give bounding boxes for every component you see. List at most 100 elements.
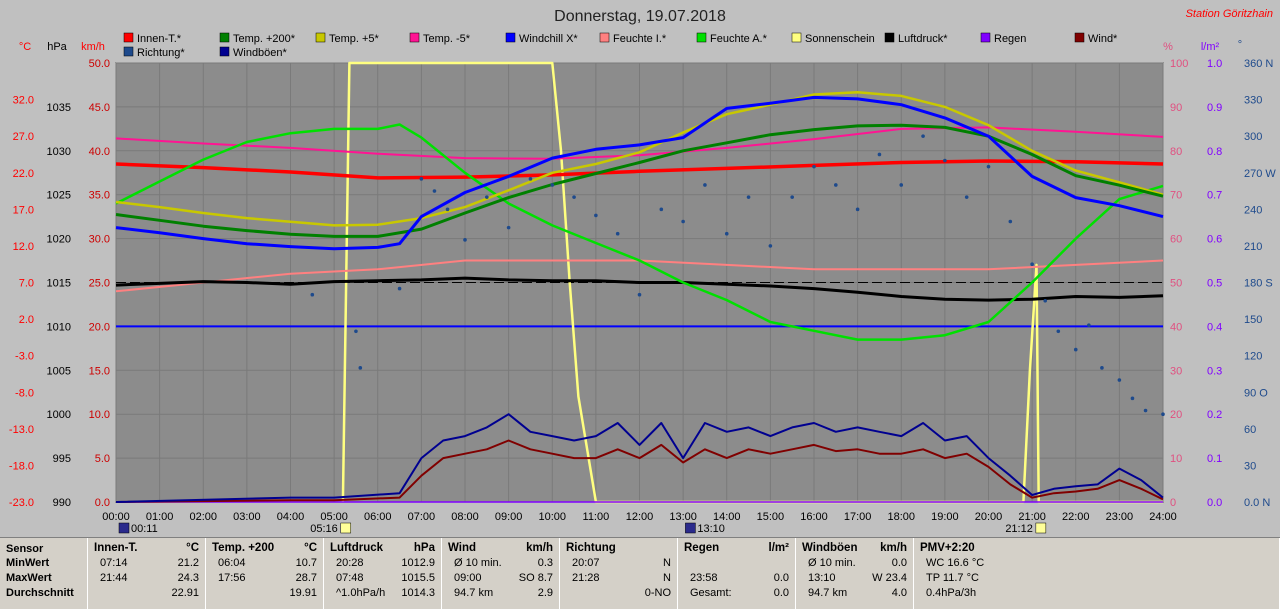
x-tick-label: 24:00 <box>1149 511 1177 523</box>
wind-axis-tick: 15.0 <box>89 365 110 377</box>
x-tick-label: 21:00 <box>1018 511 1046 523</box>
stats-max-row: 21:44 24.3 <box>94 571 201 586</box>
direction-axis-tick: 270 W <box>1244 168 1276 180</box>
temp-axis-tick: 2.0 <box>19 314 34 326</box>
avg-label: Durchschnitt <box>6 587 74 599</box>
stats-avg-row: 94.7 km 4.0 <box>802 586 909 601</box>
unit-celsius: °C <box>19 41 31 53</box>
stats-column-richtung: Richtung 20:07 N 21:28 N 0-NO <box>560 538 678 609</box>
direction-point <box>528 177 533 181</box>
legend-swatch <box>599 32 610 43</box>
pressure-axis-tick: 1010 <box>47 321 71 333</box>
series-line-feuchte-a <box>115 123 1164 341</box>
stats-column-luftdruck: Luftdruck hPa 20:28 1012.9 07:48 1015.5 ^1.0hP… <box>324 538 442 609</box>
stats-avg-time: 94.7 km <box>808 587 848 599</box>
pressure-axis-tick: 995 <box>53 453 71 465</box>
wind-axis-tick: 40.0 <box>89 146 110 158</box>
station-name: Station Göritzhain <box>1186 8 1273 20</box>
stats-header: Innen-T. °C <box>94 542 201 556</box>
direction-point <box>419 177 424 181</box>
pressure-axis-tick: 1000 <box>47 409 71 421</box>
stats-avg-row: 94.7 km 2.9 <box>448 586 555 601</box>
direction-point <box>310 292 315 297</box>
legend-swatch <box>219 46 230 57</box>
stats-avg-time: Gesamt: <box>690 587 732 599</box>
temp-axis-tick: 32.0 <box>13 95 34 107</box>
x-tick-label: 15:00 <box>757 511 785 523</box>
stats-min-value: 21.2 <box>177 557 199 569</box>
stats-avg-time: 0.4hPa/3h <box>926 587 977 599</box>
stats-max-time: 23:58 <box>690 572 718 584</box>
legend-swatch <box>791 32 802 43</box>
temp-axis-tick: 7.0 <box>19 278 34 290</box>
temp-axis-tick: -13.0 <box>9 424 34 436</box>
x-tick-label: 12:00 <box>626 511 654 523</box>
sensor-label: Sensor <box>6 543 44 555</box>
chart-title: Donnerstag, 19.07.2018 <box>554 8 726 25</box>
stats-max-row: TP 11.7 °C <box>920 571 1275 586</box>
stats-min-value: 0.0 <box>891 557 907 569</box>
stats-title: PMV+2:20 <box>920 542 975 554</box>
stats-avg-value: 0-NO <box>644 587 671 599</box>
x-tick-label: 16:00 <box>800 511 828 523</box>
stats-avg-row: 0-NO <box>566 586 673 601</box>
stats-header: Regen l/m² <box>684 542 791 556</box>
direction-point <box>615 231 620 236</box>
stats-avg-row: 19.91 <box>212 586 319 601</box>
stats-header: Richtung <box>566 542 673 556</box>
humidity-axis-tick: 70 <box>1170 190 1182 202</box>
x-tick-label: 14:00 <box>713 511 741 523</box>
direction-axis-tick: 60 <box>1244 424 1256 436</box>
x-tick-label: 07:00 <box>408 511 436 523</box>
legend-label: Temp. -5* <box>423 33 471 45</box>
stats-min-time: 07:14 <box>100 557 128 569</box>
stats-min-row <box>684 556 791 571</box>
sun-marker-time: 00:11 <box>131 523 158 535</box>
legend-swatch <box>219 32 230 43</box>
rain-axis-tick: 1.0 <box>1207 58 1222 70</box>
humidity-axis-tick: 80 <box>1170 146 1182 158</box>
stats-max-row: 13:10 W 23.4 <box>802 571 909 586</box>
legend-label: Temp. +5* <box>329 33 380 45</box>
stats-avg-value: 22.91 <box>171 587 199 599</box>
stats-max-row: 09:00 SO 8.7 <box>448 571 555 586</box>
direction-point <box>1100 366 1104 370</box>
humidity-axis-tick: 20 <box>1170 409 1182 421</box>
stats-unit: °C <box>186 542 199 554</box>
stats-title: Temp. +200 <box>212 542 275 554</box>
x-tick-label: 08:00 <box>451 511 479 523</box>
stats-max-value: 24.3 <box>177 572 199 584</box>
x-tick-label: 20:00 <box>975 511 1003 523</box>
moon-icon <box>685 522 696 534</box>
stats-min-time: 06:04 <box>218 557 246 569</box>
sun-icon <box>340 522 352 534</box>
rain-axis-tick: 0.7 <box>1207 190 1222 202</box>
direction-point <box>943 158 947 163</box>
x-tick-label: 04:00 <box>277 511 305 523</box>
stats-min-row: 06:04 10.7 <box>212 556 319 571</box>
stats-avg-value: 1014.3 <box>401 587 435 599</box>
x-tick-label: 09:00 <box>495 511 523 523</box>
rain-axis-tick: 0.8 <box>1207 146 1222 158</box>
stats-max-time: 07:48 <box>336 572 364 584</box>
stats-unit: km/h <box>526 542 553 554</box>
series-line-luftdruck <box>115 276 1164 302</box>
unit-degree: ° <box>1238 39 1242 51</box>
direction-axis-tick: 180 S <box>1244 278 1273 290</box>
stats-title: Windböen <box>802 542 858 554</box>
legend-label: Windchill X* <box>519 33 578 45</box>
direction-axis-tick: 210 <box>1244 241 1262 253</box>
chart-svg: 00:00 01:00 02:00 03:00 04:00 05:00 06:00 07:00… <box>9 8 1276 535</box>
direction-point <box>397 286 402 291</box>
legend-label: Richtung* <box>137 47 185 59</box>
rain-axis-tick: 0.4 <box>1207 321 1222 333</box>
stats-column-innen: Innen-T. °C 07:14 21.2 21:44 24.3 22.91 <box>88 538 206 609</box>
stats-avg-row: 22.91 <box>94 586 201 601</box>
x-tick-label: 17:00 <box>844 511 872 523</box>
temp-axis-tick: 27.0 <box>13 131 34 143</box>
series-line-sonnenschein <box>341 61 1163 504</box>
humidity-axis-tick: 100 <box>1170 58 1188 70</box>
stats-max-time: TP 11.7 °C <box>926 572 979 584</box>
stats-avg-value: 0.0 <box>773 587 789 599</box>
stats-min-row: 07:14 21.2 <box>94 556 201 571</box>
